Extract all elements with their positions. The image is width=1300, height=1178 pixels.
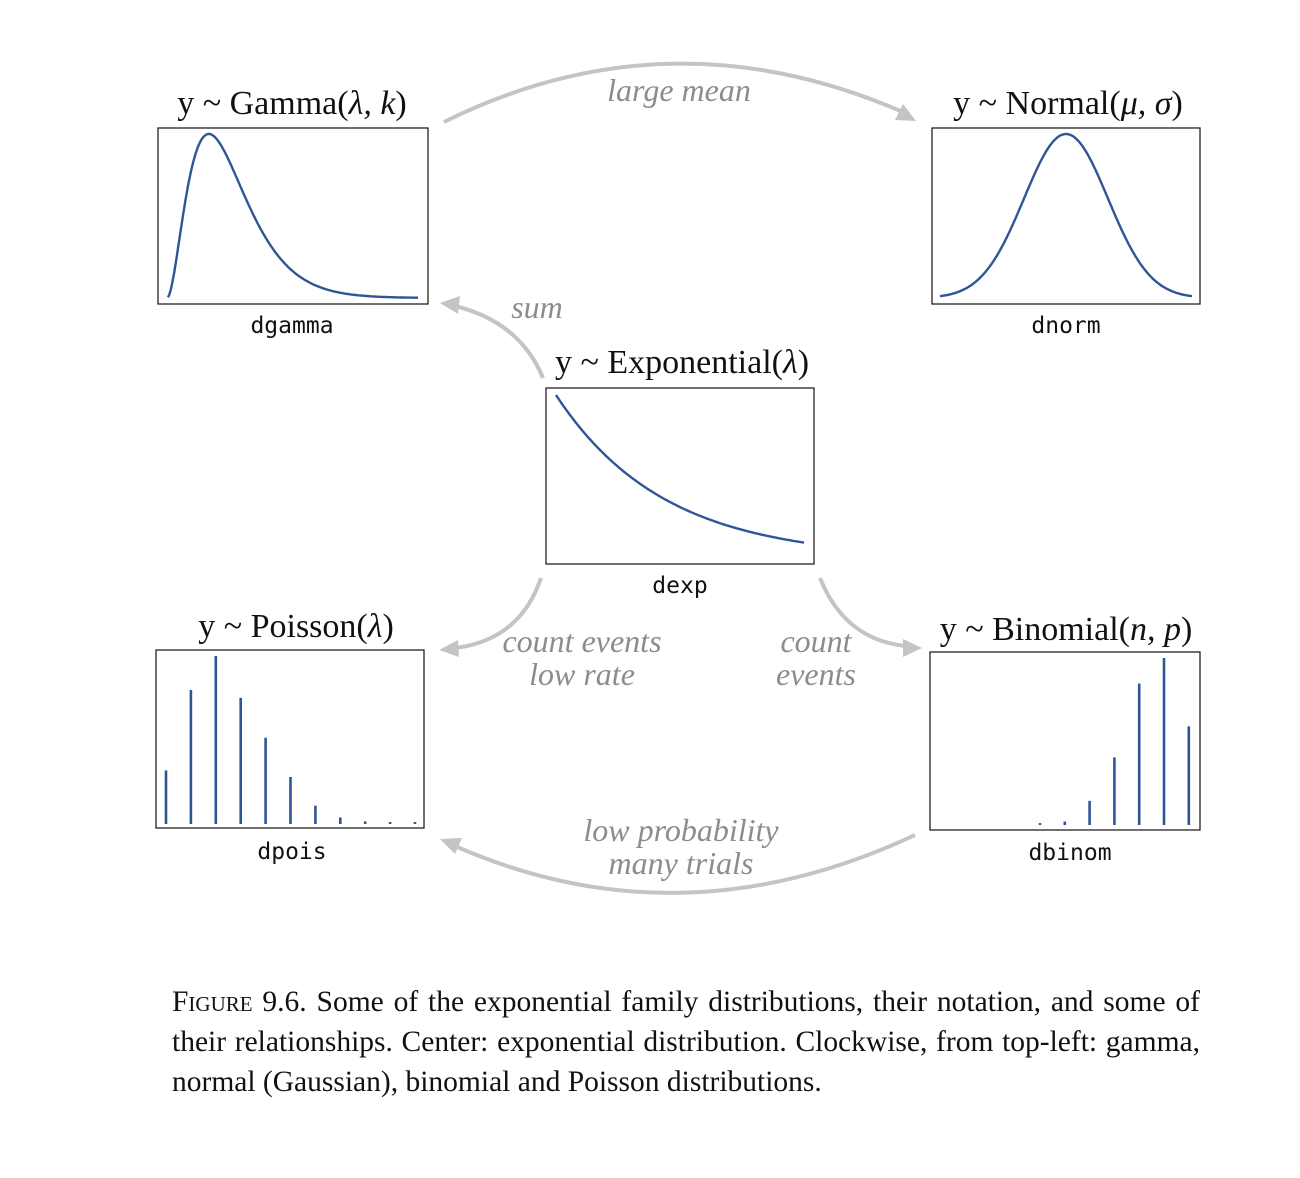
relation-count-events-line1: count events (502, 623, 661, 659)
exponential-plot-frame (545, 387, 815, 565)
exponential-r-function: dexp (652, 573, 707, 599)
distribution-diagram: large mean sum count events low rate cou… (155, 61, 1201, 895)
relation-sum: sum (511, 289, 563, 325)
gamma-plot-frame (157, 127, 429, 305)
binomial-panel: y ~ Binomial(n, p) dbinom (929, 611, 1201, 866)
normal-density-curve (939, 132, 1193, 298)
normal-r-function: dnorm (1031, 313, 1100, 339)
binomial-title: y ~ Binomial(n, p) (940, 611, 1193, 648)
arrowhead-count (903, 639, 922, 657)
normal-plot-frame (931, 127, 1201, 305)
relation-low-probability-line1: low probability (583, 812, 779, 848)
figure-caption: Figure 9.6. Some of the exponential fami… (172, 982, 1200, 1102)
arrows (439, 61, 922, 895)
arrow-count (818, 577, 907, 648)
poisson-r-function: dpois (257, 839, 326, 865)
arrowhead-low-probability (440, 838, 462, 854)
relation-many-trials-line2: many trials (609, 845, 754, 881)
relation-count-line1: count (780, 623, 852, 659)
arrow-large-mean (443, 61, 906, 124)
binomial-bars (1038, 658, 1191, 825)
gamma-r-function: dgamma (250, 313, 333, 339)
relation-events-line2: events (776, 656, 856, 692)
caption-text: Some of the exponential family distribut… (172, 986, 1200, 1098)
arrow-low-probability (454, 833, 916, 895)
arrowhead-large-mean (895, 104, 916, 121)
relation-low-rate-line2: low rate (529, 656, 635, 692)
relation-large-mean: large mean (607, 72, 751, 108)
exponential-title: y ~ Exponential(λ) (555, 344, 809, 381)
binomial-r-function: dbinom (1028, 840, 1111, 866)
poisson-bars (164, 656, 417, 824)
normal-panel: y ~ Normal(μ, σ) dnorm (931, 85, 1201, 339)
poisson-title: y ~ Poisson(λ) (198, 608, 394, 645)
exponential-panel: y ~ Exponential(λ) dexp (545, 344, 815, 599)
binomial-plot-frame (929, 651, 1201, 831)
poisson-plot-frame (155, 649, 425, 829)
poisson-panel: y ~ Poisson(λ) dpois (155, 608, 425, 865)
gamma-title: y ~ Gamma(λ, k) (177, 85, 407, 122)
gamma-density-curve (166, 132, 418, 299)
arrow-sum (454, 304, 545, 379)
gamma-panel: y ~ Gamma(λ, k) dgamma (157, 85, 429, 339)
normal-title: y ~ Normal(μ, σ) (953, 85, 1183, 122)
figure-label: Figure 9.6. (172, 986, 307, 1018)
arrow-count-low-rate (454, 577, 543, 650)
exponential-density-curve (554, 394, 805, 544)
arrowhead-sum (440, 296, 460, 314)
arrowhead-count-low-rate (439, 640, 459, 657)
